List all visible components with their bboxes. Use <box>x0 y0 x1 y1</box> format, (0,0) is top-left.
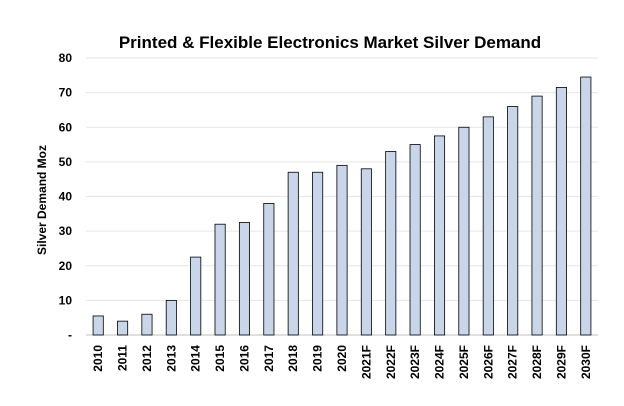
bar-2012 <box>141 313 153 336</box>
x-tick-label: 2023F <box>408 345 422 379</box>
bar-2016 <box>238 222 251 336</box>
x-tick-label: 2025F <box>457 345 471 379</box>
y-tick-label: 30 <box>59 224 73 238</box>
x-tick-label: 2018 <box>286 345 300 372</box>
bar-2021F <box>360 168 372 336</box>
x-tick-label: 2019 <box>311 345 325 372</box>
bar-2011 <box>117 320 129 336</box>
y-tick-label: 80 <box>59 51 73 65</box>
y-tick-label: - <box>68 328 72 342</box>
bar-2019 <box>312 171 324 336</box>
bar-2030F <box>580 76 592 336</box>
x-tick-label: 2030F <box>579 345 593 379</box>
x-tick-label: 2022F <box>384 345 398 379</box>
x-tick-label: 2014 <box>189 345 203 372</box>
y-tick-label: 40 <box>59 190 73 204</box>
bar-2013 <box>165 299 177 336</box>
bar-2010 <box>92 315 104 336</box>
bar-2015 <box>214 223 226 336</box>
x-tick-label: 2015 <box>213 345 227 372</box>
y-tick-label: 50 <box>59 155 73 169</box>
x-tick-label: 2026F <box>481 345 495 379</box>
bar-2020 <box>336 164 348 336</box>
x-tick-label: 2013 <box>164 345 178 372</box>
y-axis-label: Silver Demand Moz <box>35 145 49 255</box>
bar-2014 <box>190 256 202 336</box>
x-tick-label: 2029F <box>554 345 568 379</box>
x-tick-label: 2012 <box>140 345 154 372</box>
bar-2024F <box>433 135 446 336</box>
x-tick-label: 2016 <box>237 345 251 372</box>
bar-2028F <box>531 95 543 336</box>
bars <box>92 76 592 336</box>
y-axis-ticks: - 10 20 30 40 50 60 70 80 <box>59 51 73 342</box>
x-tick-label: 2028F <box>530 345 544 379</box>
bar-2025F <box>458 126 470 336</box>
bar-2029F <box>555 87 567 336</box>
bar-2018 <box>287 171 299 336</box>
bar-2026F <box>482 116 494 336</box>
y-tick-label: 20 <box>59 259 73 273</box>
chart-title: Printed & Flexible Electronics Market Si… <box>119 33 541 52</box>
y-tick-label: 60 <box>59 120 73 134</box>
x-tick-label: 2024F <box>433 345 447 379</box>
x-tick-label: 2021F <box>359 345 373 379</box>
x-tick-label: 2017 <box>262 345 276 372</box>
bar-2017 <box>263 203 275 336</box>
x-tick-label: 2011 <box>116 345 130 371</box>
bar-2022F <box>385 151 397 336</box>
y-tick-label: 70 <box>59 86 73 100</box>
y-tick-label: 10 <box>59 293 73 307</box>
bar-2023F <box>409 144 421 336</box>
x-tick-label: 2027F <box>506 345 520 379</box>
bar-2027F <box>507 106 519 336</box>
x-tick-label: 2020 <box>335 345 349 372</box>
x-tick-label: 2010 <box>91 345 105 372</box>
x-axis-ticks: 2010 2011 2012 2013 2014 2015 2016 2017 2018 2019… <box>91 345 593 379</box>
